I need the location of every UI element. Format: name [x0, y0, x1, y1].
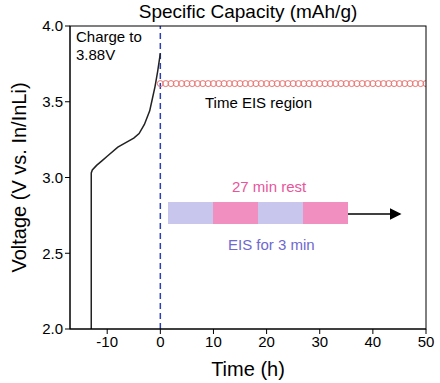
svg-text:3.88V: 3.88V	[76, 46, 115, 63]
svg-text:2.0: 2.0	[42, 320, 63, 337]
svg-text:20: 20	[258, 333, 275, 350]
svg-text:Time EIS region: Time EIS region	[205, 94, 312, 111]
svg-text:10: 10	[205, 333, 222, 350]
svg-text:EIS for 3 min: EIS for 3 min	[228, 236, 315, 253]
svg-text:27 min rest: 27 min rest	[232, 178, 307, 195]
svg-text:Specific Capacity (mAh/g): Specific Capacity (mAh/g)	[139, 1, 358, 22]
svg-text:2.5: 2.5	[42, 245, 63, 262]
svg-text:-10: -10	[96, 333, 118, 350]
svg-text:50: 50	[418, 333, 435, 350]
svg-text:0: 0	[156, 333, 164, 350]
svg-text:3.0: 3.0	[42, 169, 63, 186]
svg-text:4.0: 4.0	[42, 17, 63, 34]
svg-text:Time (h): Time (h)	[211, 358, 285, 380]
svg-text:Voltage (V vs. In/InLi): Voltage (V vs. In/InLi)	[8, 82, 30, 272]
svg-text:40: 40	[365, 333, 382, 350]
svg-text:30: 30	[311, 333, 328, 350]
svg-text:3.5: 3.5	[42, 93, 63, 110]
svg-text:Charge to: Charge to	[76, 28, 142, 45]
